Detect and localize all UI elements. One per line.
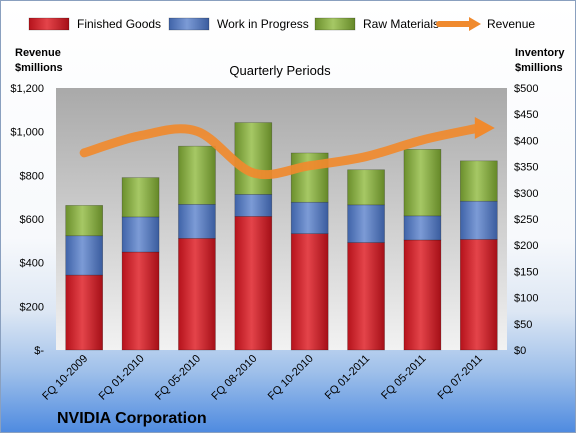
bar-work-in-progress — [347, 204, 385, 243]
right-tick-label: $150 — [514, 266, 538, 278]
chart-title: Quarterly Periods — [229, 63, 331, 78]
right-tick-label: $50 — [514, 319, 532, 331]
right-tick-label: $250 — [514, 214, 538, 226]
legend-label: Finished Goods — [77, 17, 161, 31]
bar-raw-materials — [460, 160, 498, 202]
bar-finished-goods — [347, 242, 385, 351]
right-tick-label: $450 — [514, 109, 538, 121]
left-axis-title-line2: $millions — [15, 62, 63, 74]
right-tick-label: $500 — [514, 83, 538, 95]
legend-label: Revenue — [487, 17, 535, 31]
revenue-line — [79, 123, 484, 180]
right-tick-label: $0 — [514, 345, 526, 357]
right-tick-label: $400 — [514, 135, 538, 147]
x-tick-label: FQ 01-2010 — [97, 353, 147, 403]
left-tick-label: $1,000 — [10, 127, 44, 139]
bar-raw-materials — [403, 149, 442, 217]
bar-finished-goods — [234, 216, 273, 351]
legend: Finished Goods Work in Progress Raw Materi… — [28, 17, 535, 31]
left-axis-ticks: $- $200 $400 $600 $800 $1,000 $1,200 — [10, 83, 44, 357]
bar-work-in-progress — [234, 194, 273, 217]
x-tick-label: FQ 07-2011 — [436, 353, 485, 402]
right-tick-label: $350 — [514, 162, 538, 174]
legend-arrow-revenue — [469, 17, 481, 31]
bar-work-in-progress — [65, 235, 103, 276]
left-tick-label: $400 — [20, 258, 44, 270]
x-tick-label: FQ 10-2010 — [266, 353, 316, 403]
legend-swatch-work-in-progress — [168, 17, 210, 31]
left-tick-label: $200 — [20, 301, 44, 313]
company-name: NVIDIA Corporation — [57, 410, 207, 427]
bar-finished-goods — [403, 239, 442, 351]
legend-swatch-raw-materials — [314, 17, 356, 31]
bar-work-in-progress — [121, 216, 160, 253]
bar-finished-goods — [178, 238, 216, 351]
x-tick-label: FQ 10-2009 — [40, 353, 90, 403]
bar-finished-goods — [460, 239, 498, 351]
left-tick-label: $600 — [20, 214, 44, 226]
revenue-line-layer — [79, 116, 495, 180]
bar-finished-goods — [121, 251, 160, 351]
revenue-line-arrowhead — [474, 116, 495, 139]
x-axis-ticks: FQ 10-2009 FQ 01-2010 FQ 05-2010 FQ 08-2010… — [40, 353, 485, 403]
legend-label: Work in Progress — [217, 17, 309, 31]
right-tick-label: $300 — [514, 188, 538, 200]
right-axis-ticks: $0 $50 $100 $150 $200 $250 $300 $350 $400 $450 $50… — [514, 83, 538, 357]
right-tick-label: $200 — [514, 240, 538, 252]
x-tick-label: FQ 08-2010 — [209, 353, 259, 403]
legend-swatch-finished-goods — [28, 17, 70, 31]
bars — [65, 122, 498, 351]
right-tick-label: $100 — [514, 293, 538, 305]
left-tick-label: $1,200 — [10, 83, 44, 95]
bar-work-in-progress — [178, 204, 216, 239]
x-tick-label: FQ 05-2010 — [153, 353, 203, 403]
bar-work-in-progress — [290, 201, 329, 234]
bar-raw-materials — [178, 145, 216, 205]
bar-raw-materials — [65, 205, 103, 237]
right-axis-title-line2: $millions — [515, 62, 563, 74]
bar-raw-materials — [347, 169, 385, 206]
x-tick-label: FQ 05-2011 — [379, 353, 428, 402]
bar-raw-materials — [121, 177, 160, 218]
bar-work-in-progress — [460, 200, 498, 240]
legend-label: Raw Materials — [363, 17, 439, 31]
right-axis-title-line1: Inventory — [515, 47, 565, 59]
bar-finished-goods — [290, 233, 329, 351]
bar-work-in-progress — [403, 215, 442, 241]
bar-finished-goods — [65, 274, 103, 351]
left-tick-label: $- — [34, 345, 44, 357]
bar-raw-materials — [234, 122, 273, 195]
left-tick-label: $800 — [20, 170, 44, 182]
left-axis-title-line1: Revenue — [15, 47, 61, 59]
x-tick-label: FQ 01-2011 — [323, 353, 372, 402]
